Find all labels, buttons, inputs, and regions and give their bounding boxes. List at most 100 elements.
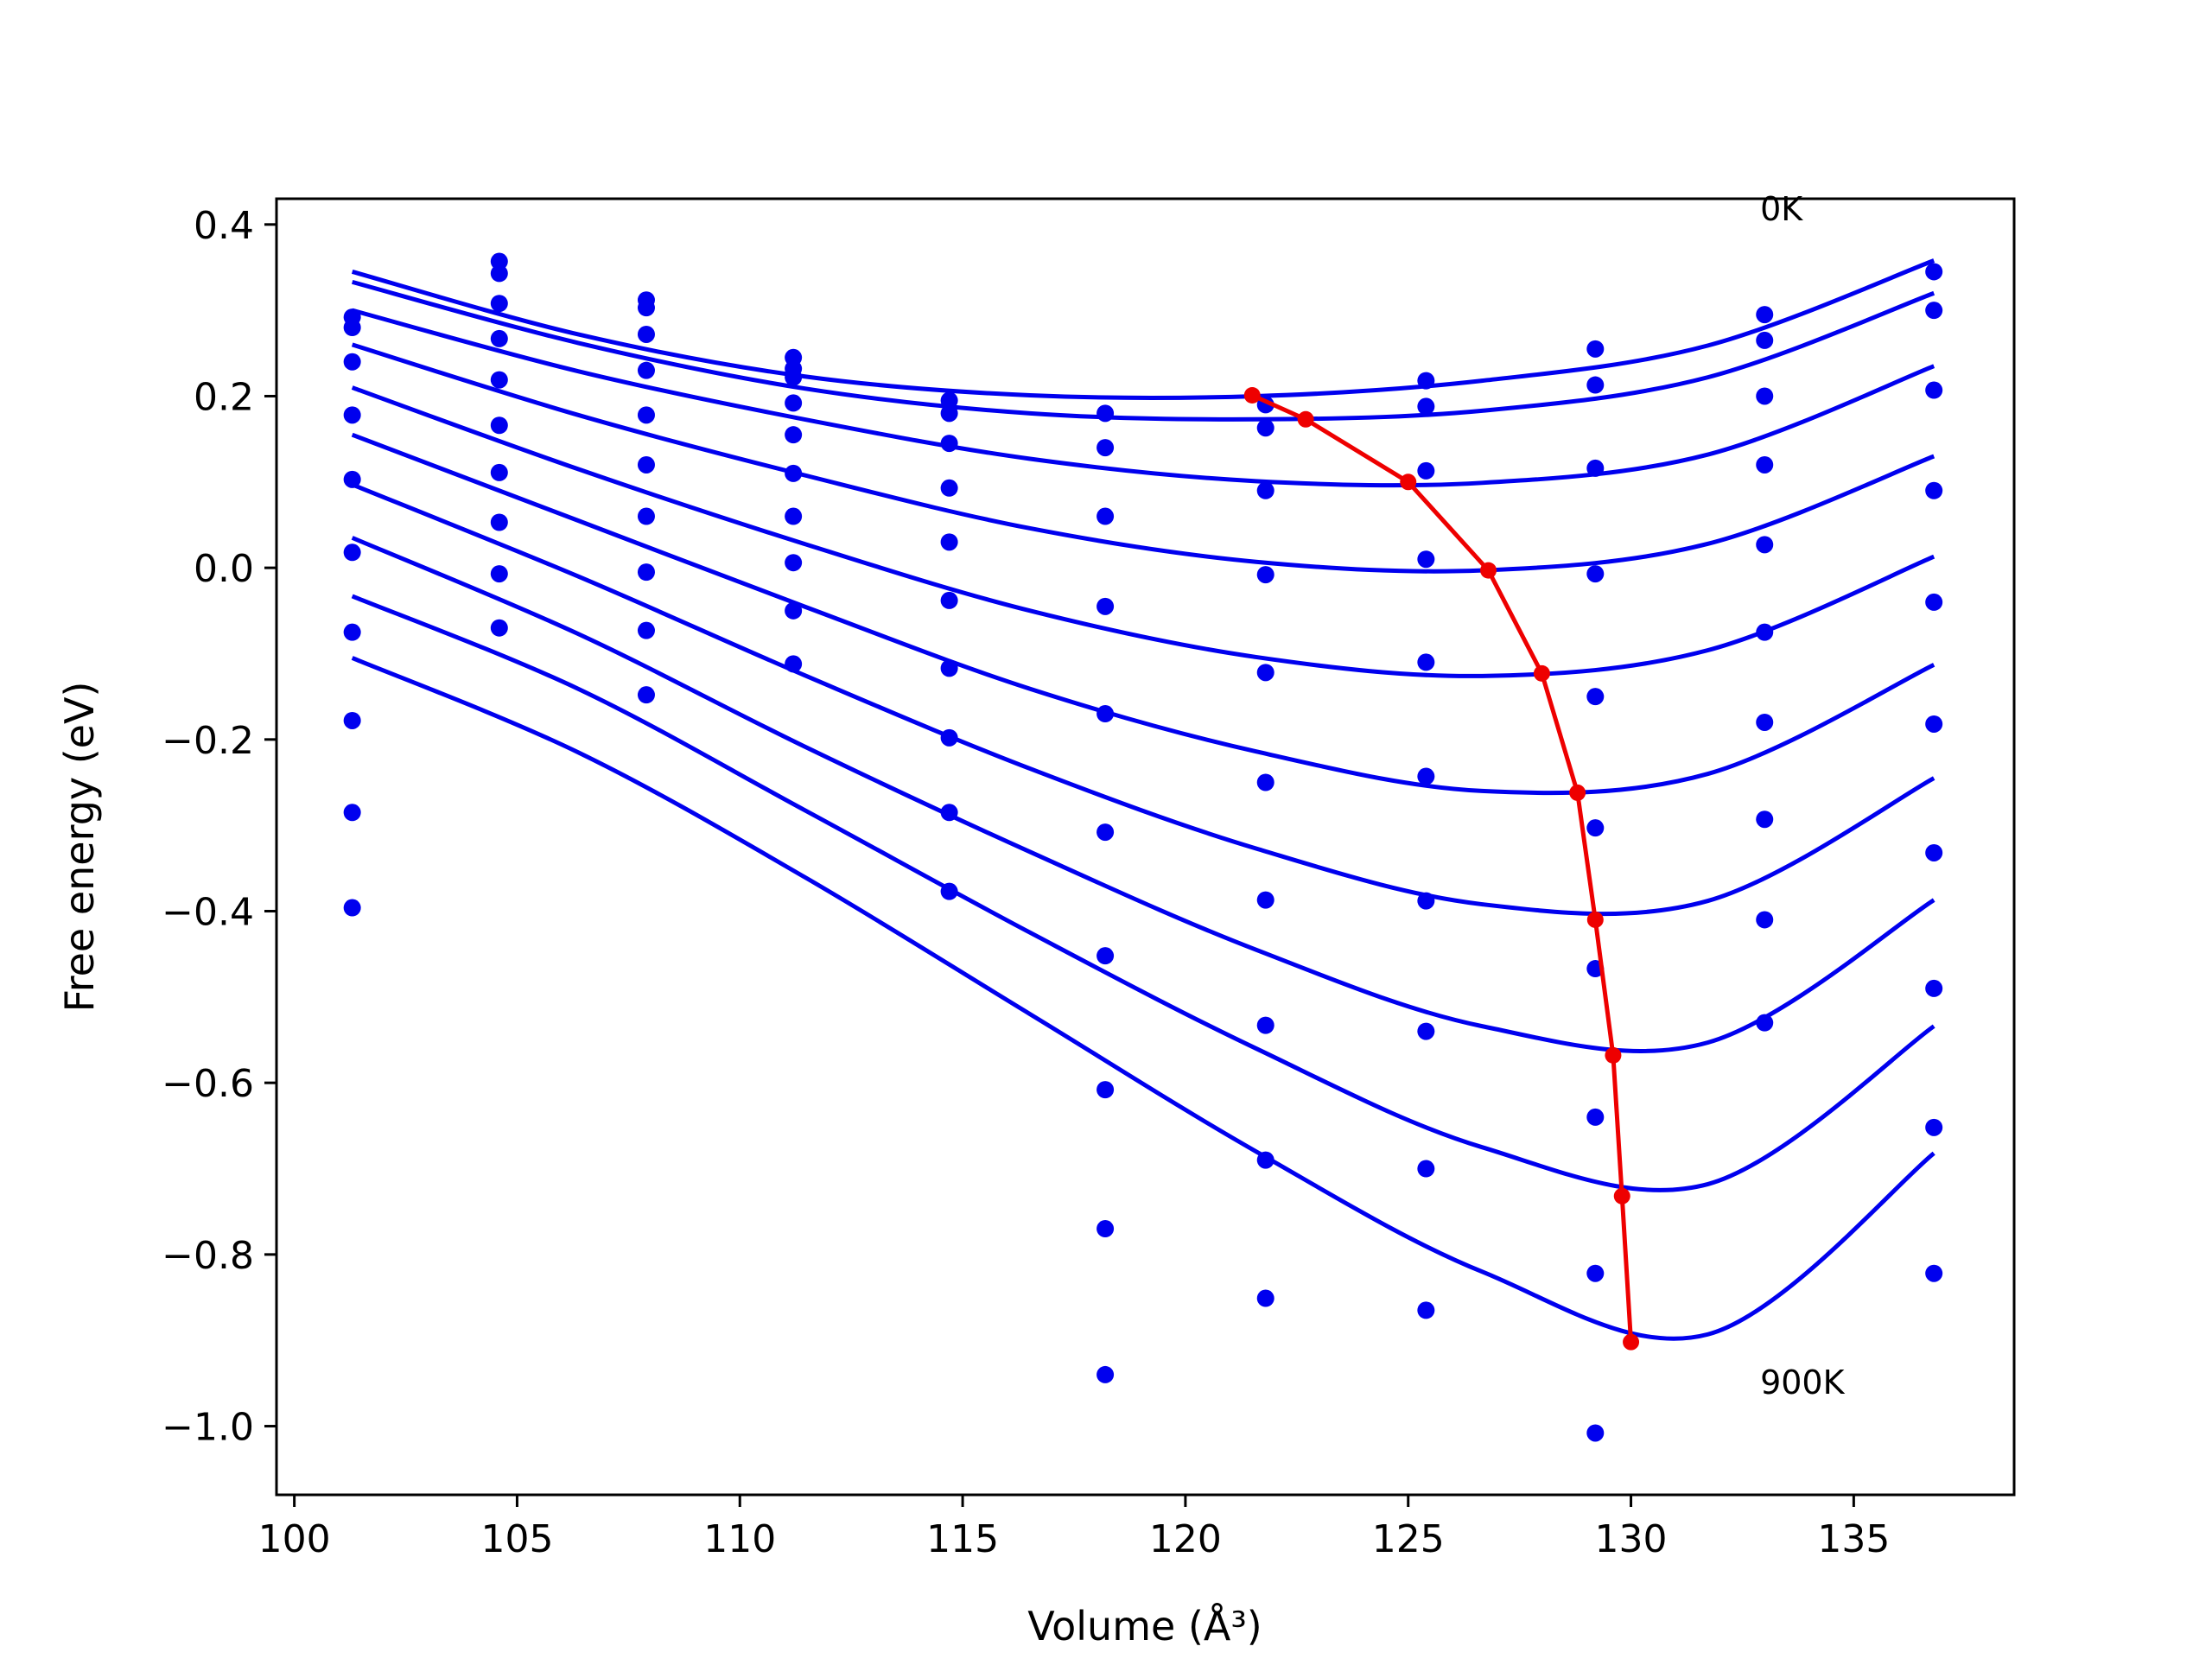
data-point-3-4	[940, 479, 958, 497]
data-point-3-9	[1756, 455, 1774, 474]
x-axis-label: Volume (Å³)	[1027, 1603, 1262, 1649]
data-point-1-7	[1417, 397, 1435, 416]
data-point-6-4	[940, 659, 958, 677]
data-point-6-5	[1096, 947, 1115, 965]
y-tick-label-0: 0.4	[194, 204, 254, 248]
fit-curve-4	[351, 385, 1936, 678]
y-axis-label: Free energy (eV)	[56, 682, 103, 1013]
fit-curve-8	[351, 594, 1936, 1192]
data-point-7-9	[1756, 810, 1774, 829]
data-point-5-10	[1925, 715, 1943, 733]
data-point-9-6	[1256, 1289, 1274, 1307]
data-point-4-3	[785, 426, 803, 444]
data-point-5-9	[1756, 623, 1774, 641]
data-point-9-2	[637, 686, 655, 704]
data-point-4-1	[490, 371, 508, 389]
data-point-3-8	[1586, 565, 1605, 583]
data-point-9-4	[940, 882, 958, 900]
data-point-7-3	[785, 554, 803, 572]
data-point-5-2	[637, 455, 655, 474]
x-tick-label-7: 135	[1817, 1517, 1890, 1561]
data-point-3-2	[637, 361, 655, 379]
y-tick-label-2: 0.0	[194, 547, 254, 591]
data-point-0-9	[1756, 306, 1774, 324]
data-point-5-5	[1096, 823, 1115, 842]
data-point-4-5	[1096, 705, 1115, 723]
data-point-0-5	[1096, 404, 1115, 423]
data-point-6-7	[1417, 892, 1435, 910]
fit-curve-2	[352, 308, 1936, 488]
annotation-1: 900K	[1760, 1363, 1846, 1402]
data-point-6-1	[490, 463, 508, 481]
data-point-1-8	[1586, 376, 1605, 394]
data-point-3-10	[1925, 481, 1943, 499]
data-point-0-8	[1586, 340, 1605, 358]
data-point-7-7	[1417, 1022, 1435, 1040]
data-point-3-0	[343, 406, 361, 424]
data-point-4-2	[637, 406, 655, 424]
data-point-1-0	[343, 319, 361, 337]
data-point-3-5	[1096, 597, 1115, 615]
data-point-2-10	[1925, 381, 1943, 399]
x-tick-label-3: 115	[926, 1517, 999, 1561]
minimum-point-5	[1569, 784, 1586, 801]
annotations: 0K 900K	[1760, 190, 1846, 1402]
data-point-9-3	[785, 655, 803, 673]
data-point-6-3	[785, 507, 803, 525]
data-point-6-9	[1756, 713, 1774, 731]
data-point-3-1	[490, 329, 508, 347]
minimum-point-1	[1297, 410, 1314, 428]
minimum-point-0	[1243, 386, 1261, 404]
data-point-8-7	[1417, 1160, 1435, 1178]
data-point-2-8	[1586, 459, 1605, 477]
minimum-point-6	[1586, 911, 1604, 928]
data-point-4-6	[1256, 664, 1274, 682]
fit-curve-1	[352, 279, 1936, 422]
y-tick-label-1: 0.2	[194, 375, 254, 419]
data-point-7-10	[1925, 979, 1943, 997]
minimum-point-8	[1613, 1187, 1630, 1205]
data-point-5-8	[1586, 819, 1605, 837]
data-point-9-8	[1586, 1424, 1605, 1442]
data-point-8-10	[1925, 1118, 1943, 1136]
data-point-2-4	[940, 435, 958, 453]
data-point-8-2	[637, 621, 655, 639]
fit-curve-3	[351, 342, 1936, 574]
y-tick-label-7: −1.0	[162, 1406, 254, 1450]
x-tick-label-2: 110	[703, 1517, 776, 1561]
data-point-8-8	[1586, 1264, 1605, 1282]
data-point-9-1	[490, 619, 508, 637]
data-point-2-0	[343, 353, 361, 371]
data-point-1-9	[1756, 331, 1774, 349]
data-point-4-10	[1925, 593, 1943, 611]
data-point-4-0	[343, 470, 361, 488]
data-point-2-3	[785, 368, 803, 386]
data-point-5-4	[940, 591, 958, 609]
data-point-2-9	[1756, 387, 1774, 405]
x-axis: 100 105 110 115 120 125 130 135	[258, 1495, 1890, 1561]
minimum-point-4	[1533, 664, 1550, 682]
data-point-8-6	[1256, 1151, 1274, 1169]
x-tick-label-1: 105	[480, 1517, 553, 1561]
minimum-path-line	[1251, 393, 1634, 1343]
data-point-2-2	[637, 325, 655, 343]
plot-frame	[275, 197, 2016, 1497]
data-point-0-10	[1925, 263, 1943, 281]
data-point-7-0	[343, 711, 361, 729]
data-point-8-3	[785, 601, 803, 620]
annotation-0: 0K	[1760, 190, 1803, 228]
fit-curve-5	[351, 432, 1936, 796]
minimum-point-3	[1480, 562, 1497, 579]
data-point-5-6	[1256, 773, 1274, 791]
data-point-1-6	[1256, 419, 1274, 437]
data-point-7-8	[1586, 1108, 1605, 1126]
minimum-point-7	[1605, 1046, 1622, 1064]
data-point-1-2	[637, 299, 655, 317]
data-point-0-4	[940, 391, 958, 410]
data-point-3-7	[1417, 550, 1435, 569]
data-point-4-4	[940, 533, 958, 551]
data-point-1-10	[1925, 302, 1943, 320]
data-point-6-2	[637, 507, 655, 525]
fit-curve-0	[351, 258, 1936, 400]
